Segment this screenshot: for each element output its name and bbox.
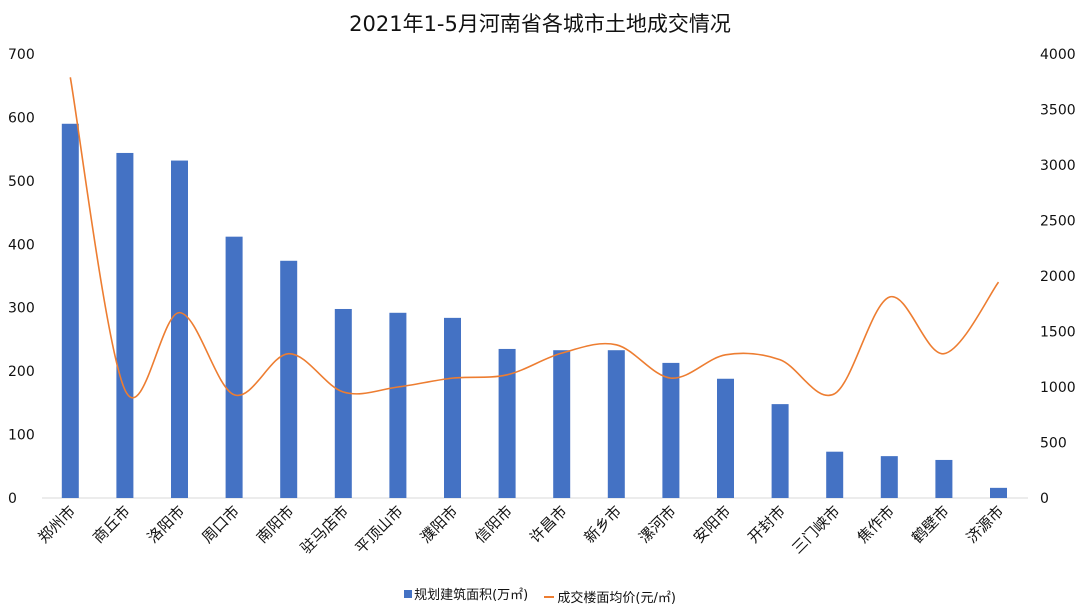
left-axis-tick: 0 (8, 491, 17, 507)
category-label: 济源市 (963, 502, 1008, 547)
category-label: 信阳市 (471, 502, 516, 547)
bar (607, 350, 625, 498)
bar (880, 456, 898, 498)
left-axis-tick: 500 (8, 174, 35, 190)
x-axis-categories: 郑州市 商丘市 洛阳市 周口市 南阳市 驻马店市 平顶山市 濮阳市 信阳市 许昌市 新乡市 漯河市 安阳… (35, 502, 1008, 557)
bar (771, 404, 789, 498)
category-label: 商丘市 (89, 502, 134, 547)
left-axis-tick: 600 (8, 110, 35, 126)
left-axis-tick: 300 (8, 301, 35, 317)
right-axis-tick: 3000 (1040, 158, 1076, 174)
legend-item-bar: 规划建筑面积(万㎡) (404, 584, 528, 603)
category-label: 三门峡市 (788, 502, 843, 557)
bar (225, 236, 243, 498)
left-axis-tick: 700 (8, 47, 35, 63)
bar (662, 362, 680, 498)
category-label: 许昌市 (526, 502, 571, 547)
category-label: 濮阳市 (417, 502, 462, 547)
right-axis-tick: 1000 (1040, 380, 1076, 396)
bar (389, 312, 407, 498)
category-label: 平顶山市 (352, 502, 407, 557)
chart-title: 2021年1-5月河南省各城市土地成交情况 (349, 12, 731, 36)
category-label: 南阳市 (253, 502, 298, 547)
legend: 规划建筑面积(万㎡) 成交楼面均价(元/㎡) (0, 584, 1080, 606)
category-label: 鹤壁市 (908, 502, 953, 547)
category-label: 新乡市 (581, 502, 626, 547)
right-axis-tick: 500 (1040, 436, 1067, 452)
bar (717, 378, 734, 498)
bar (171, 160, 188, 498)
bar (116, 152, 134, 498)
line-swatch-icon (544, 595, 555, 598)
bar-swatch-icon (404, 589, 413, 598)
category-label: 漯河市 (635, 502, 680, 547)
line-series (69, 77, 1000, 399)
legend-line-label: 成交楼面均价(元/㎡) (557, 591, 676, 606)
left-axis-tick: 200 (8, 364, 35, 380)
legend-item-line: 成交楼面均价(元/㎡) (544, 587, 676, 606)
category-label: 焦作市 (854, 502, 899, 547)
legend-bar-label: 规划建筑面积(万㎡) (414, 588, 529, 603)
category-label: 开封市 (744, 502, 789, 547)
bar (935, 459, 953, 498)
left-y-axis: 0 100 200 300 400 500 600 700 (8, 47, 35, 507)
bar-series (61, 123, 1007, 499)
bar (990, 487, 1007, 498)
bar (826, 451, 844, 498)
category-label: 郑州市 (35, 502, 80, 547)
category-label: 安阳市 (690, 502, 735, 547)
category-label: 周口市 (198, 502, 243, 547)
bar (61, 123, 79, 499)
right-axis-tick: 4000 (1040, 47, 1076, 63)
bar (498, 348, 516, 498)
right-axis-tick: 1500 (1040, 325, 1076, 341)
right-axis-tick: 3500 (1040, 103, 1076, 119)
right-axis-tick: 2500 (1040, 214, 1076, 230)
bar (280, 260, 298, 498)
right-y-axis: 0 500 1000 1500 2000 2500 3000 3500 4000 (1040, 47, 1076, 507)
left-axis-tick: 400 (8, 237, 35, 253)
right-axis-tick: 0 (1040, 491, 1049, 507)
category-label: 驻马店市 (297, 502, 352, 557)
left-axis-tick: 100 (8, 428, 35, 444)
bar (444, 317, 461, 498)
right-axis-tick: 2000 (1040, 269, 1076, 285)
category-label: 洛阳市 (144, 502, 189, 547)
bar (334, 308, 352, 498)
bar (553, 350, 571, 498)
